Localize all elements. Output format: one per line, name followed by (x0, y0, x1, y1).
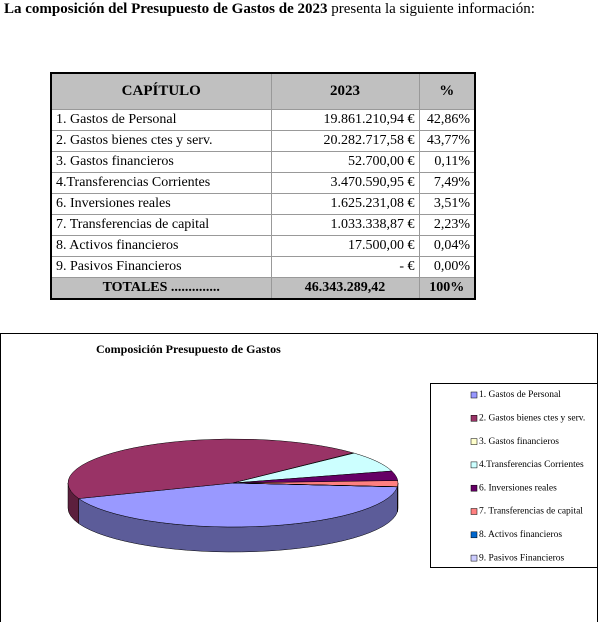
table-cell: 0,11% (418, 151, 476, 173)
table-cell: 9. Pasivos Financieros (50, 256, 272, 278)
pie-sides (67, 482, 399, 553)
table-cell: 4.Transferencias Corrientes (50, 172, 272, 194)
totals-cell: TOTALES .............. (50, 277, 272, 300)
table-cell: 20.282.717,58 € (270, 130, 420, 152)
table-cell: 0,04% (418, 235, 476, 257)
heading-text: presenta la siguiente información: (331, 1, 535, 17)
table-row: 8. Activos financieros 17.500,00 €0,04% (50, 235, 476, 257)
table-cell: 42,86% (418, 109, 476, 131)
pie-slice (77, 482, 398, 528)
table-row: 1. Gastos de Personal 19.861.210,94 €42,8… (50, 109, 476, 131)
header-cell: 2023 (270, 72, 420, 110)
totals-cell: 46.343.289,42 (270, 277, 420, 300)
legend-swatch (470, 391, 478, 399)
table-cell: 19.861.210,94 € (270, 109, 420, 131)
table-cell: 17.500,00 € (270, 235, 420, 257)
header-cell: CAPÍTULO (50, 72, 272, 110)
table-row: 2. Gastos bienes ctes y serv. 20.282.717,… (50, 130, 476, 152)
table-cell: 2. Gastos bienes ctes y serv. (50, 130, 272, 152)
table-cell: 0,00% (418, 256, 476, 278)
legend-swatch (470, 531, 478, 539)
legend-swatch (470, 554, 478, 562)
budget-table: CAPÍTULO 2023% 1. Gastos de Personal 19.86… (50, 72, 476, 300)
legend-box (430, 383, 598, 568)
table-cell: 1.625.231,08 € (270, 193, 420, 215)
legend-swatch (470, 484, 478, 492)
legend-label: 3. Gastos financieros (479, 436, 559, 447)
pie-slice (232, 482, 398, 488)
legend-label: 7. Transferencias de capital (479, 506, 583, 517)
table-row: 9. Pasivos Financieros - €0,00% (50, 256, 476, 278)
table-cell: 52.700,00 € (270, 151, 420, 173)
table-cell: 7. Transferencias de capital (50, 214, 272, 236)
table-row: 7. Transferencias de capital 1.033.338,87… (50, 214, 476, 236)
legend-swatch (470, 438, 478, 445)
legend-label: 9. Pasivos Financieros (479, 553, 565, 563)
chart: Composición Presupuesto de Gastos 1. Gas… (0, 333, 598, 622)
header-cell: % (418, 72, 476, 110)
table-cell: 8. Activos financieros (50, 235, 272, 257)
legend-label: 4.Transferencias Corrientes (479, 459, 584, 470)
table-cell: 3. Gastos financieros (50, 151, 272, 173)
chart-title: Composición Presupuesto de Gastos (96, 342, 281, 356)
table-cell: 2,23% (418, 214, 476, 236)
legend-swatch (470, 461, 478, 469)
table-cell: 43,77% (418, 130, 476, 152)
legend-swatch (470, 508, 478, 515)
table-cell: 3,51% (418, 193, 476, 215)
table-cell: - € (270, 256, 420, 278)
header-row: CAPÍTULO 2023% (50, 72, 476, 110)
table-row: 3. Gastos financieros 52.700,00 €0,11% (50, 151, 476, 173)
table-cell: 1.033.338,87 € (270, 214, 420, 236)
heading-bold: La composición del Presupuesto de Gastos… (4, 1, 328, 17)
legend-swatch (470, 415, 478, 422)
table-cell: 6. Inversiones reales (50, 193, 272, 215)
table-cell: 1. Gastos de Personal (50, 109, 272, 131)
legend-label: 8. Activos financieros (479, 529, 562, 540)
table-row: 4.Transferencias Corrientes 3.470.590,95 … (50, 172, 476, 194)
table-cell: 3.470.590,95 € (270, 172, 420, 194)
totals-cell: 100% (418, 277, 476, 300)
totals-row: TOTALES .............. 46.343.289,42 100% (50, 277, 476, 300)
table-cell: 7,49% (418, 172, 476, 194)
heading: La composición del Presupuesto de Gastos… (4, 1, 535, 18)
legend-label: 6. Inversiones reales (479, 483, 557, 493)
pie-slice (67, 438, 355, 499)
legend-label: 1. Gastos de Personal (479, 390, 561, 400)
pie-tops (67, 438, 399, 528)
table-row: 6. Inversiones reales 1.625.231,08 €3,51% (50, 193, 476, 215)
legend-label: 2. Gastos bienes ctes y serv. (479, 413, 585, 423)
